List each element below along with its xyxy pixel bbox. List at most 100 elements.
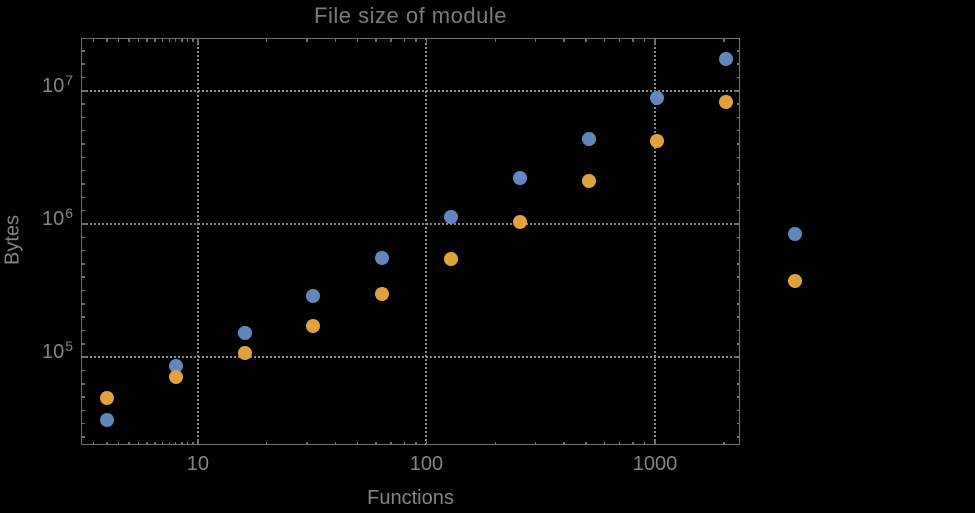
x-tick-label-10: 10 [186,453,210,475]
y-minor-tick-left [81,249,85,252]
y-minor-tick-left [81,383,85,385]
y-tick-exponent: 7 [65,71,73,88]
y-minor-tick-right [736,369,740,372]
chart-title: File size of module [314,3,507,28]
y-minor-tick-right [736,76,740,79]
y-major-tick-left [81,223,87,225]
x-minor-tick-top [128,38,130,42]
x-minor-tick-bottom [154,441,156,445]
x-minor-tick-top [415,38,417,42]
plot-frame [81,38,740,445]
y-minor-tick-left [81,196,85,199]
y-minor-tick-left [81,76,85,79]
x-minor-tick-top [723,38,725,42]
y-minor-tick-right [736,263,740,265]
gridline-y-10e5 [81,356,740,359]
y-minor-tick-left [81,169,85,172]
y-minor-tick-right [736,436,740,438]
x-minor-tick-top [92,38,95,42]
y-minor-tick-right [736,183,740,185]
x-minor-tick-bottom [181,441,183,445]
x-axis-label: Functions [367,487,454,509]
data-point-series-2-orange [306,319,321,334]
x-minor-tick-top [632,38,634,42]
y-minor-tick-left [81,436,85,438]
x-minor-tick-top [168,38,171,42]
data-point-series-1-blue [787,226,802,241]
x-major-tick-top [654,38,656,44]
y-minor-tick-left [81,276,85,278]
data-point-series-1-blue [581,131,596,146]
x-minor-tick-top [643,38,646,42]
x-minor-tick-bottom [117,441,120,445]
x-minor-tick-bottom [585,441,587,445]
y-minor-tick-left [81,422,85,425]
y-major-tick-left [81,356,87,358]
data-point-series-2-orange [581,174,596,189]
y-minor-tick-right [736,249,740,252]
x-minor-tick-bottom [106,441,108,445]
x-minor-tick-top [181,38,183,42]
y-minor-tick-right [736,209,740,212]
data-point-series-2-orange [443,252,458,267]
y-minor-tick-left [81,316,85,318]
x-minor-tick-top [117,38,120,42]
x-minor-tick-bottom [174,441,177,445]
x-minor-tick-top [390,38,392,42]
x-minor-tick-bottom [534,441,537,445]
y-major-tick-left [81,90,87,92]
x-minor-tick-bottom [643,441,646,445]
gridline-y-10e6 [81,222,740,225]
x-minor-tick-bottom [265,441,268,445]
x-minor-tick-top [403,38,406,42]
y-tick-base: 10 [41,74,65,97]
y-minor-tick-right [736,276,740,278]
y-minor-tick-right [736,343,740,345]
x-minor-tick-top [161,38,164,42]
x-minor-tick-bottom [618,441,621,445]
x-minor-tick-bottom [92,441,95,445]
data-point-series-2-orange [719,95,734,110]
y-minor-tick-right [736,383,740,385]
y-major-tick-right [734,223,740,225]
data-point-series-2-orange [237,346,252,361]
y-tick-base: 10 [41,207,65,230]
x-minor-tick-top [154,38,156,42]
x-major-tick-bottom [197,439,199,445]
x-minor-tick-top [603,38,606,42]
x-minor-tick-bottom [494,441,496,445]
x-minor-tick-bottom [375,441,377,445]
x-minor-tick-bottom [563,441,565,445]
y-minor-tick-right [736,196,740,199]
y-minor-tick-left [81,143,85,145]
x-minor-tick-top [375,38,377,42]
x-minor-tick-bottom [415,441,417,445]
y-minor-tick-right [736,63,740,65]
y-tick-label-10e7: 107 [0,71,73,98]
y-tick-base: 10 [41,341,65,364]
x-minor-tick-bottom [137,441,140,445]
x-tick-label-1000: 1000 [632,453,678,475]
y-minor-tick-left [81,409,85,412]
x-minor-tick-bottom [632,441,634,445]
y-minor-tick-right [736,156,740,159]
data-point-series-1-blue [650,90,665,105]
x-minor-tick-top [265,38,268,42]
y-minor-tick-left [81,183,85,185]
y-minor-tick-left [81,116,85,119]
y-minor-tick-left [81,236,85,239]
y-axis-label: Bytes [1,214,24,266]
x-minor-tick-top [334,38,337,42]
y-minor-tick-left [81,396,85,398]
data-point-series-1-blue [168,358,183,373]
x-major-tick-top [425,38,428,44]
y-minor-tick-left [81,103,85,105]
y-minor-tick-left [81,303,85,305]
x-minor-tick-bottom [356,441,359,445]
data-point-series-1-blue [306,288,321,303]
x-major-tick-bottom [425,439,428,445]
y-minor-tick-left [81,289,85,292]
x-minor-tick-top [618,38,621,42]
data-point-series-1-blue [237,325,252,340]
x-minor-tick-bottom [603,441,606,445]
